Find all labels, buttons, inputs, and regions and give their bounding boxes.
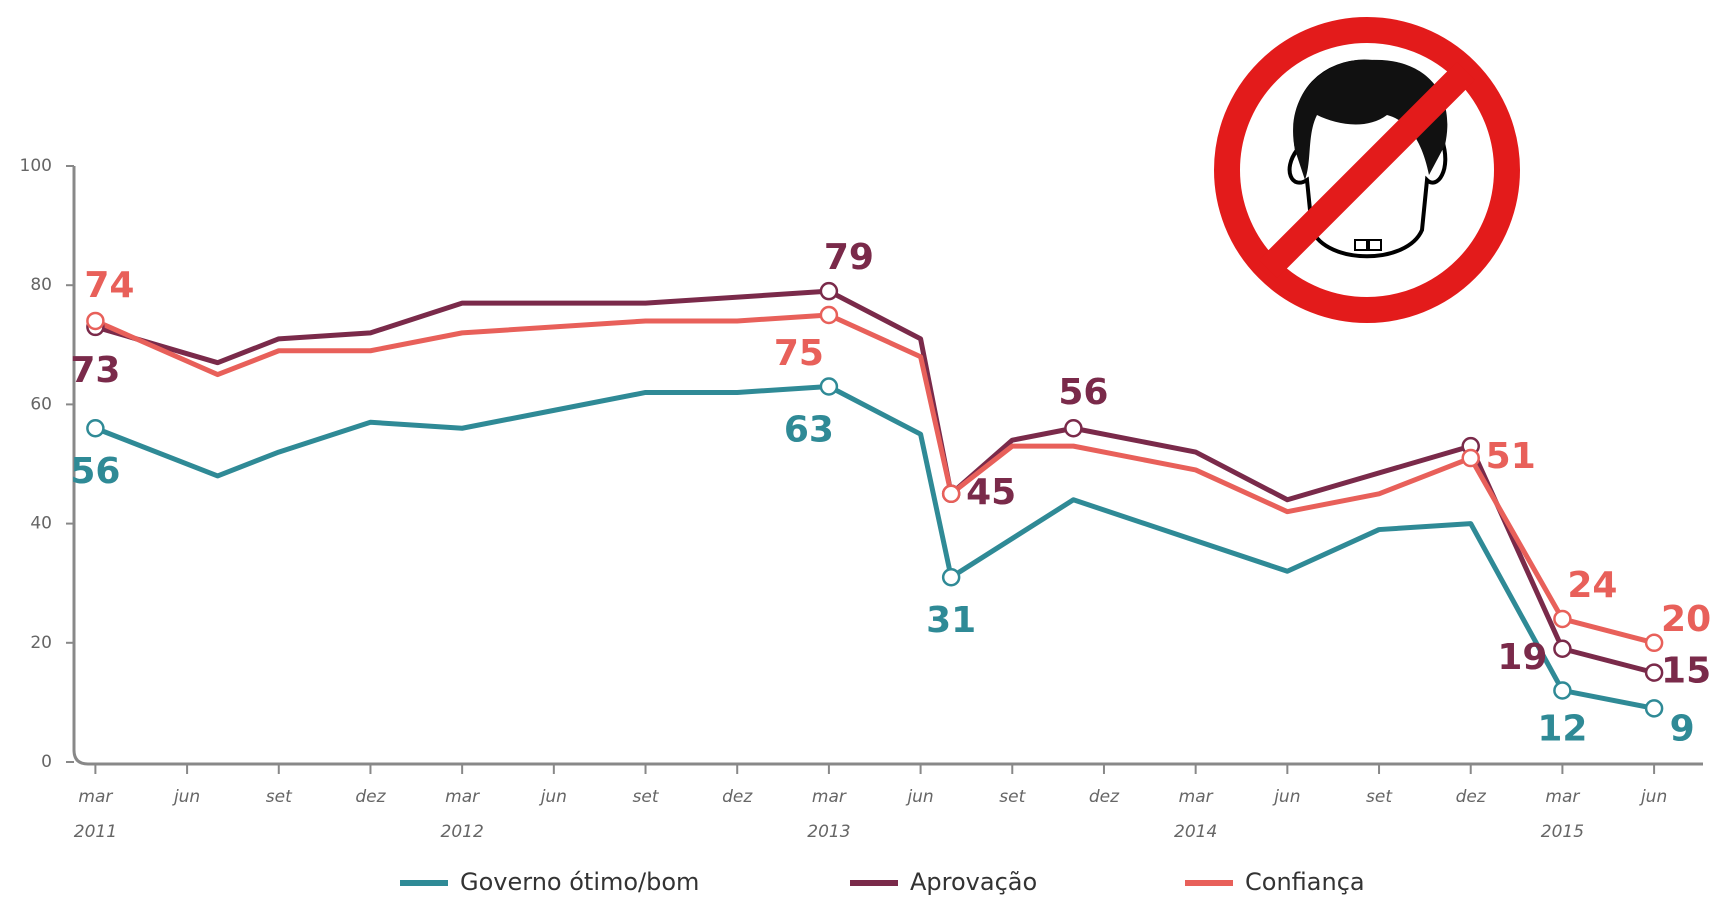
x-tick-label: dez: [355, 787, 386, 807]
data-label: 9: [1670, 708, 1695, 749]
x-tick-label: mar: [1179, 787, 1214, 807]
x-year-label: 2012: [441, 822, 484, 842]
x-tick-label: mar: [78, 787, 113, 807]
x-tick-label: jun: [1639, 787, 1667, 807]
series-line: [95, 387, 1654, 709]
data-label: 56: [70, 451, 120, 492]
data-label: 79: [824, 237, 874, 278]
x-tick-label: jun: [539, 787, 567, 807]
x-tick-label: set: [266, 787, 293, 807]
x-tick-label: set: [999, 787, 1026, 807]
point-marker: [943, 569, 959, 585]
data-label: 51: [1486, 436, 1536, 477]
legend-label: Aprovação: [910, 868, 1037, 896]
x-tick-label: mar: [1545, 787, 1580, 807]
y-tick-label: 0: [41, 752, 52, 772]
data-label: 20: [1661, 599, 1711, 640]
data-label: 31: [926, 600, 976, 641]
point-marker: [943, 486, 959, 502]
chart: 0 20 40 60 80 100 mar jun set dez mar jun set dez mar j…: [0, 0, 1717, 904]
x-tick-label: jun: [172, 787, 200, 807]
data-label: 12: [1537, 708, 1587, 749]
point-marker: [1554, 682, 1570, 698]
x-tick-label: jun: [1272, 787, 1300, 807]
y-tick-label: 100: [20, 156, 52, 176]
data-label: 15: [1661, 651, 1711, 692]
point-marker: [87, 313, 103, 329]
point-marker: [1065, 420, 1081, 436]
x-year-label: 2015: [1541, 822, 1584, 842]
page: {"chart_data": {"type": "line", "xlim": …: [0, 0, 1717, 904]
point-marker: [1463, 450, 1479, 466]
data-label: 75: [774, 333, 824, 374]
legend-label: Governo ótimo/bom: [460, 868, 699, 896]
x-tick-label: dez: [722, 787, 753, 807]
x-year-label: 2013: [807, 822, 850, 842]
point-marker: [1554, 611, 1570, 627]
y-tick-label: 40: [30, 514, 52, 534]
no-icon: [1227, 30, 1507, 310]
x-tick-label: set: [633, 787, 660, 807]
point-marker: [1646, 700, 1662, 716]
point-marker: [87, 420, 103, 436]
data-label: 73: [70, 350, 120, 391]
x-tick-label: mar: [445, 787, 480, 807]
data-label: 56: [1058, 372, 1108, 413]
point-marker: [1554, 641, 1570, 657]
x-tick-label: mar: [812, 787, 847, 807]
x-tick-label: jun: [905, 787, 933, 807]
x-tick-label: set: [1366, 787, 1393, 807]
data-label: 19: [1497, 637, 1547, 678]
point-marker: [821, 307, 837, 323]
data-label: 24: [1567, 565, 1617, 606]
point-marker: [821, 283, 837, 299]
x-tick-label: dez: [1089, 787, 1120, 807]
x-year-label: 2011: [74, 822, 117, 842]
data-label: 63: [784, 410, 834, 451]
x-year-label: 2014: [1174, 822, 1217, 842]
data-label: 45: [966, 472, 1016, 513]
point-marker: [1646, 635, 1662, 651]
point-marker: [821, 379, 837, 395]
series-line: [95, 315, 1654, 643]
y-tick-label: 80: [30, 275, 52, 295]
x-tick-label: dez: [1456, 787, 1487, 807]
y-tick-label: 20: [30, 633, 52, 653]
y-tick-label: 60: [30, 394, 52, 414]
data-label: 74: [84, 265, 134, 306]
point-marker: [1646, 665, 1662, 681]
legend-label: Confiança: [1245, 868, 1365, 896]
